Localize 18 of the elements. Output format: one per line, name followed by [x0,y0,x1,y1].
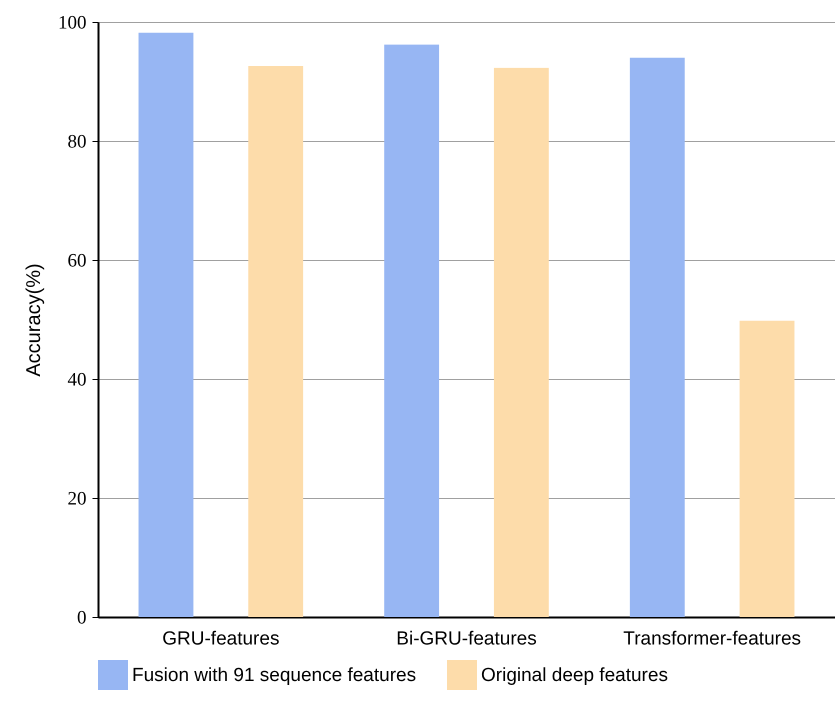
y-tick-label: 20 [68,488,86,510]
x-tick-label: Bi-GRU-features [396,628,537,650]
x-tick-label: Transformer-features [623,628,802,650]
y-tick-label: 100 [58,12,86,34]
y-tick-label: 40 [68,370,86,390]
y-axis-title: Accuracy(%) [23,263,45,377]
legend-label: Fusion with 91 sequence features [132,665,416,686]
bar [138,32,194,617]
x-tick-label: GRU-features [162,628,280,650]
bar [494,68,549,617]
legend-label: Original deep features [481,665,668,686]
y-tick-label: 0 [77,608,86,628]
y-tick-label: 60 [68,250,86,272]
bar [248,66,304,617]
bar [630,58,685,617]
y-tick-label: 80 [68,132,86,152]
bar [384,44,440,617]
bar [740,320,794,617]
